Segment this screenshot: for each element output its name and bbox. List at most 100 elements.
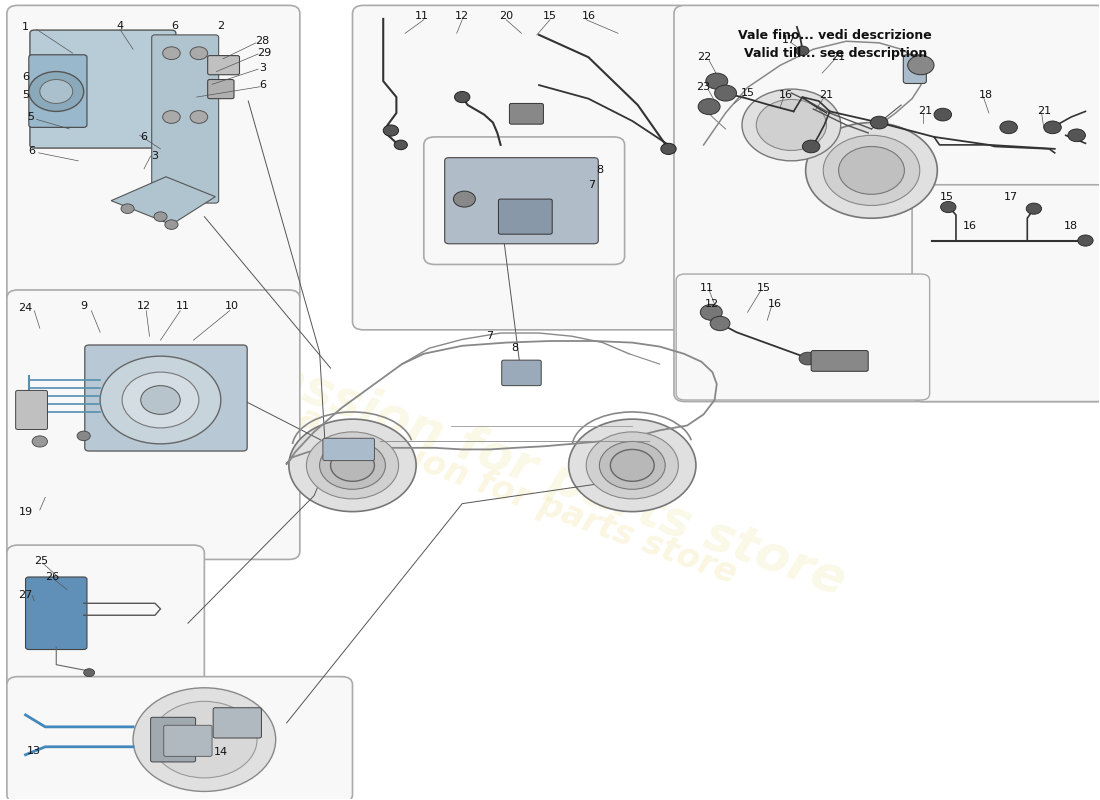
Circle shape xyxy=(190,47,208,59)
Text: 21: 21 xyxy=(1036,106,1050,117)
FancyBboxPatch shape xyxy=(30,30,176,148)
Circle shape xyxy=(133,688,276,791)
Text: 6: 6 xyxy=(141,132,147,142)
Text: 6: 6 xyxy=(22,72,29,82)
Text: 27: 27 xyxy=(19,590,33,600)
Text: 17: 17 xyxy=(782,34,796,45)
Circle shape xyxy=(600,442,666,490)
Text: 12: 12 xyxy=(705,299,719,310)
Circle shape xyxy=(84,669,95,677)
FancyBboxPatch shape xyxy=(674,6,1100,402)
Circle shape xyxy=(165,220,178,230)
Text: 10: 10 xyxy=(224,301,239,311)
Circle shape xyxy=(586,432,679,499)
FancyBboxPatch shape xyxy=(85,345,248,451)
Circle shape xyxy=(706,73,728,89)
FancyBboxPatch shape xyxy=(352,6,691,330)
Text: 25: 25 xyxy=(34,556,48,566)
Text: 26: 26 xyxy=(45,572,59,582)
Text: 7: 7 xyxy=(486,331,493,342)
Text: 9: 9 xyxy=(80,301,87,311)
FancyBboxPatch shape xyxy=(676,274,930,400)
FancyBboxPatch shape xyxy=(7,545,205,691)
Circle shape xyxy=(757,99,826,150)
Circle shape xyxy=(940,202,956,213)
Text: 11: 11 xyxy=(700,283,714,294)
FancyBboxPatch shape xyxy=(7,677,352,800)
Circle shape xyxy=(383,125,398,136)
Text: 16: 16 xyxy=(768,299,782,310)
Circle shape xyxy=(805,122,937,218)
FancyBboxPatch shape xyxy=(151,718,196,762)
Text: 17: 17 xyxy=(1004,192,1018,202)
Text: 18: 18 xyxy=(979,90,992,101)
Text: 21: 21 xyxy=(832,52,846,62)
Circle shape xyxy=(799,352,816,365)
Polygon shape xyxy=(111,177,216,225)
Circle shape xyxy=(163,47,180,59)
Text: 18: 18 xyxy=(1064,222,1078,231)
Text: 21: 21 xyxy=(918,106,933,117)
Text: 6: 6 xyxy=(172,21,178,31)
Text: 3: 3 xyxy=(152,151,158,161)
Text: Vale fino... vedi descrizione
Valid till... see description: Vale fino... vedi descrizione Valid till… xyxy=(738,30,932,60)
Circle shape xyxy=(701,304,723,320)
Text: 15: 15 xyxy=(740,88,755,98)
Text: 3: 3 xyxy=(258,63,266,74)
Circle shape xyxy=(40,79,73,103)
Text: 11: 11 xyxy=(415,10,429,21)
Circle shape xyxy=(908,55,934,74)
Text: 29: 29 xyxy=(257,48,272,58)
Circle shape xyxy=(190,110,208,123)
Text: 7: 7 xyxy=(588,180,595,190)
Circle shape xyxy=(1026,203,1042,214)
Text: 19: 19 xyxy=(19,506,33,517)
FancyBboxPatch shape xyxy=(213,708,262,738)
Circle shape xyxy=(154,212,167,222)
Text: 5: 5 xyxy=(22,90,29,101)
FancyBboxPatch shape xyxy=(15,390,47,430)
Circle shape xyxy=(1000,121,1018,134)
FancyBboxPatch shape xyxy=(424,137,625,265)
Text: 6: 6 xyxy=(258,80,266,90)
Circle shape xyxy=(453,191,475,207)
Circle shape xyxy=(1068,129,1086,142)
FancyBboxPatch shape xyxy=(498,199,552,234)
Circle shape xyxy=(610,450,654,482)
Circle shape xyxy=(838,146,904,194)
Text: 20: 20 xyxy=(499,10,514,21)
FancyBboxPatch shape xyxy=(444,158,598,244)
Circle shape xyxy=(100,356,221,444)
Text: 11: 11 xyxy=(175,301,189,311)
Circle shape xyxy=(307,432,398,499)
Text: 23: 23 xyxy=(696,82,711,93)
Text: 5: 5 xyxy=(28,112,34,122)
Circle shape xyxy=(320,442,385,490)
Circle shape xyxy=(802,140,820,153)
FancyBboxPatch shape xyxy=(164,726,212,756)
Circle shape xyxy=(711,316,730,330)
Text: 22: 22 xyxy=(697,52,712,62)
Text: 1: 1 xyxy=(22,22,29,32)
Circle shape xyxy=(29,71,84,111)
Circle shape xyxy=(122,372,199,428)
Text: 8: 8 xyxy=(596,166,603,175)
FancyBboxPatch shape xyxy=(7,6,300,304)
Circle shape xyxy=(795,46,808,56)
Text: 13: 13 xyxy=(28,746,42,756)
Circle shape xyxy=(394,140,407,150)
Text: a passion for parts store: a passion for parts store xyxy=(294,401,740,590)
FancyBboxPatch shape xyxy=(208,79,234,98)
Text: 2: 2 xyxy=(218,21,224,31)
Text: 15: 15 xyxy=(543,10,557,21)
Text: 6: 6 xyxy=(29,146,35,156)
Circle shape xyxy=(698,98,720,114)
FancyBboxPatch shape xyxy=(912,185,1100,402)
Text: 16: 16 xyxy=(779,90,793,101)
Circle shape xyxy=(870,116,888,129)
Text: 8: 8 xyxy=(512,343,518,353)
Text: 12: 12 xyxy=(138,301,151,311)
Circle shape xyxy=(163,110,180,123)
Text: 16: 16 xyxy=(582,10,595,21)
Circle shape xyxy=(77,431,90,441)
